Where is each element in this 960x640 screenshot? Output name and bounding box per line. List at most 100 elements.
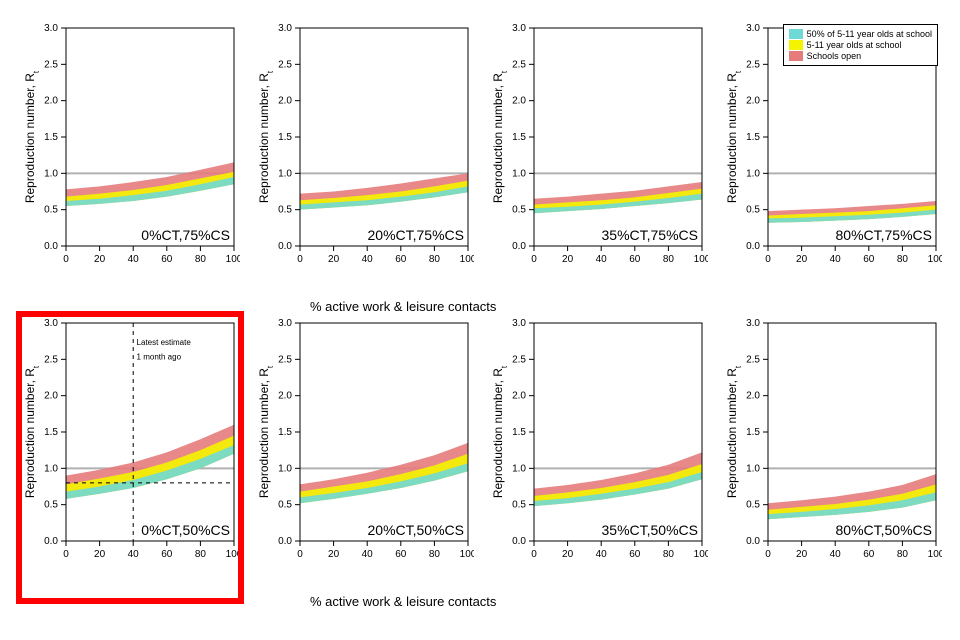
svg-text:2.0: 2.0 [512, 96, 526, 107]
chart-panel: Latest estimate1 month ago0204060801000.… [20, 315, 240, 600]
svg-text:0.0: 0.0 [278, 241, 292, 252]
svg-text:1.5: 1.5 [278, 132, 292, 143]
svg-text:1.5: 1.5 [512, 132, 526, 143]
svg-text:100: 100 [928, 549, 942, 560]
svg-text:2.5: 2.5 [278, 354, 292, 365]
svg-text:40: 40 [128, 254, 140, 265]
svg-text:2.5: 2.5 [746, 59, 760, 70]
svg-text:20: 20 [328, 254, 340, 265]
panel-label: 0%CT,75%CS [141, 227, 230, 243]
svg-text:80: 80 [897, 549, 909, 560]
svg-text:2.5: 2.5 [278, 59, 292, 70]
svg-text:3.0: 3.0 [512, 23, 526, 34]
svg-text:3.0: 3.0 [512, 318, 526, 329]
svg-text:Reproduction number, Rt: Reproduction number, Rt [257, 70, 275, 203]
svg-text:1.0: 1.0 [44, 463, 58, 474]
legend: 50% of 5-11 year olds at school5-11 year… [783, 24, 938, 66]
svg-text:0.0: 0.0 [278, 536, 292, 547]
svg-text:80: 80 [195, 254, 207, 265]
panel-label: 35%CT,75%CS [602, 227, 699, 243]
svg-text:80: 80 [897, 254, 909, 265]
svg-text:20: 20 [796, 254, 808, 265]
svg-text:Reproduction number, Rt: Reproduction number, Rt [257, 365, 275, 498]
svg-text:80: 80 [429, 549, 441, 560]
svg-text:2.5: 2.5 [512, 59, 526, 70]
svg-text:0: 0 [63, 549, 69, 560]
svg-text:60: 60 [161, 549, 173, 560]
svg-text:2.0: 2.0 [44, 391, 58, 402]
svg-text:0.0: 0.0 [512, 536, 526, 547]
svg-text:60: 60 [863, 549, 875, 560]
svg-text:3.0: 3.0 [746, 23, 760, 34]
svg-text:0.0: 0.0 [746, 241, 760, 252]
svg-text:1.5: 1.5 [512, 427, 526, 438]
svg-text:40: 40 [830, 254, 842, 265]
svg-text:1.0: 1.0 [278, 463, 292, 474]
x-axis-label: % active work & leisure contacts [310, 594, 496, 609]
svg-text:60: 60 [629, 254, 641, 265]
svg-text:80: 80 [663, 549, 675, 560]
svg-text:1.0: 1.0 [746, 463, 760, 474]
panel-label: 20%CT,75%CS [368, 227, 465, 243]
panel-label: 20%CT,50%CS [368, 522, 465, 538]
svg-text:1.0: 1.0 [746, 168, 760, 179]
svg-text:2.0: 2.0 [278, 391, 292, 402]
svg-text:0.5: 0.5 [512, 205, 526, 216]
panel-label: 80%CT,50%CS [836, 522, 933, 538]
svg-text:40: 40 [830, 549, 842, 560]
svg-text:40: 40 [596, 254, 608, 265]
svg-text:60: 60 [395, 254, 407, 265]
svg-text:40: 40 [362, 254, 374, 265]
svg-text:3.0: 3.0 [278, 23, 292, 34]
svg-text:Reproduction number, Rt: Reproduction number, Rt [725, 70, 743, 203]
svg-text:0.0: 0.0 [512, 241, 526, 252]
svg-text:0: 0 [765, 254, 771, 265]
svg-text:80: 80 [429, 254, 441, 265]
panel-label: 0%CT,50%CS [141, 522, 230, 538]
svg-text:40: 40 [596, 549, 608, 560]
svg-text:100: 100 [460, 254, 474, 265]
svg-text:80: 80 [195, 549, 207, 560]
legend-label: 50% of 5-11 year olds at school [807, 29, 932, 39]
svg-text:1.5: 1.5 [44, 132, 58, 143]
chart-panel: 0 20 40 60 80 100 0.0 0.5 1.0 1.5 2.0 2.5 3.0 Reprodu… [254, 20, 474, 305]
svg-text:0.0: 0.0 [44, 536, 58, 547]
svg-text:100: 100 [694, 549, 708, 560]
svg-text:Reproduction number, Rt: Reproduction number, Rt [491, 70, 509, 203]
svg-text:1.0: 1.0 [278, 168, 292, 179]
svg-text:0: 0 [297, 254, 303, 265]
svg-text:20: 20 [796, 549, 808, 560]
svg-text:0: 0 [765, 549, 771, 560]
svg-text:2.0: 2.0 [278, 96, 292, 107]
svg-text:2.5: 2.5 [44, 354, 58, 365]
svg-text:Reproduction number, Rt: Reproduction number, Rt [23, 70, 41, 203]
svg-text:0.5: 0.5 [278, 500, 292, 511]
svg-text:1.0: 1.0 [512, 168, 526, 179]
svg-text:3.0: 3.0 [746, 318, 760, 329]
panel-grid: 0 20 40 60 80 100 0.0 0.5 1.0 1.5 2.0 2.5 3.0 Reprodu… [20, 20, 940, 600]
svg-text:40: 40 [362, 549, 374, 560]
svg-text:1.5: 1.5 [746, 427, 760, 438]
svg-text:2.0: 2.0 [44, 96, 58, 107]
svg-text:0.5: 0.5 [512, 500, 526, 511]
svg-text:2.0: 2.0 [746, 96, 760, 107]
svg-text:0.5: 0.5 [278, 205, 292, 216]
svg-text:20: 20 [94, 549, 106, 560]
chart-panel: 0204060801000.00.51.01.52.02.53.0Reprodu… [722, 315, 942, 600]
svg-text:0: 0 [531, 254, 537, 265]
svg-text:80: 80 [663, 254, 675, 265]
svg-text:1.5: 1.5 [746, 132, 760, 143]
svg-text:100: 100 [226, 254, 240, 265]
panel-label: 35%CT,50%CS [602, 522, 699, 538]
svg-text:1.0: 1.0 [44, 168, 58, 179]
svg-text:1.5: 1.5 [44, 427, 58, 438]
svg-text:3.0: 3.0 [44, 23, 58, 34]
svg-text:40: 40 [128, 549, 140, 560]
chart-panel: 0204060801000.00.51.01.52.02.53.0Reprodu… [20, 20, 240, 305]
svg-text:100: 100 [694, 254, 708, 265]
svg-text:Reproduction number, Rt: Reproduction number, Rt [725, 365, 743, 498]
svg-text:0: 0 [63, 254, 69, 265]
svg-text:1.0: 1.0 [512, 463, 526, 474]
chart-panel: 0204060801000.00.51.01.52.02.53.0Reprodu… [254, 315, 474, 600]
legend-label: 5-11 year olds at school [807, 40, 902, 50]
